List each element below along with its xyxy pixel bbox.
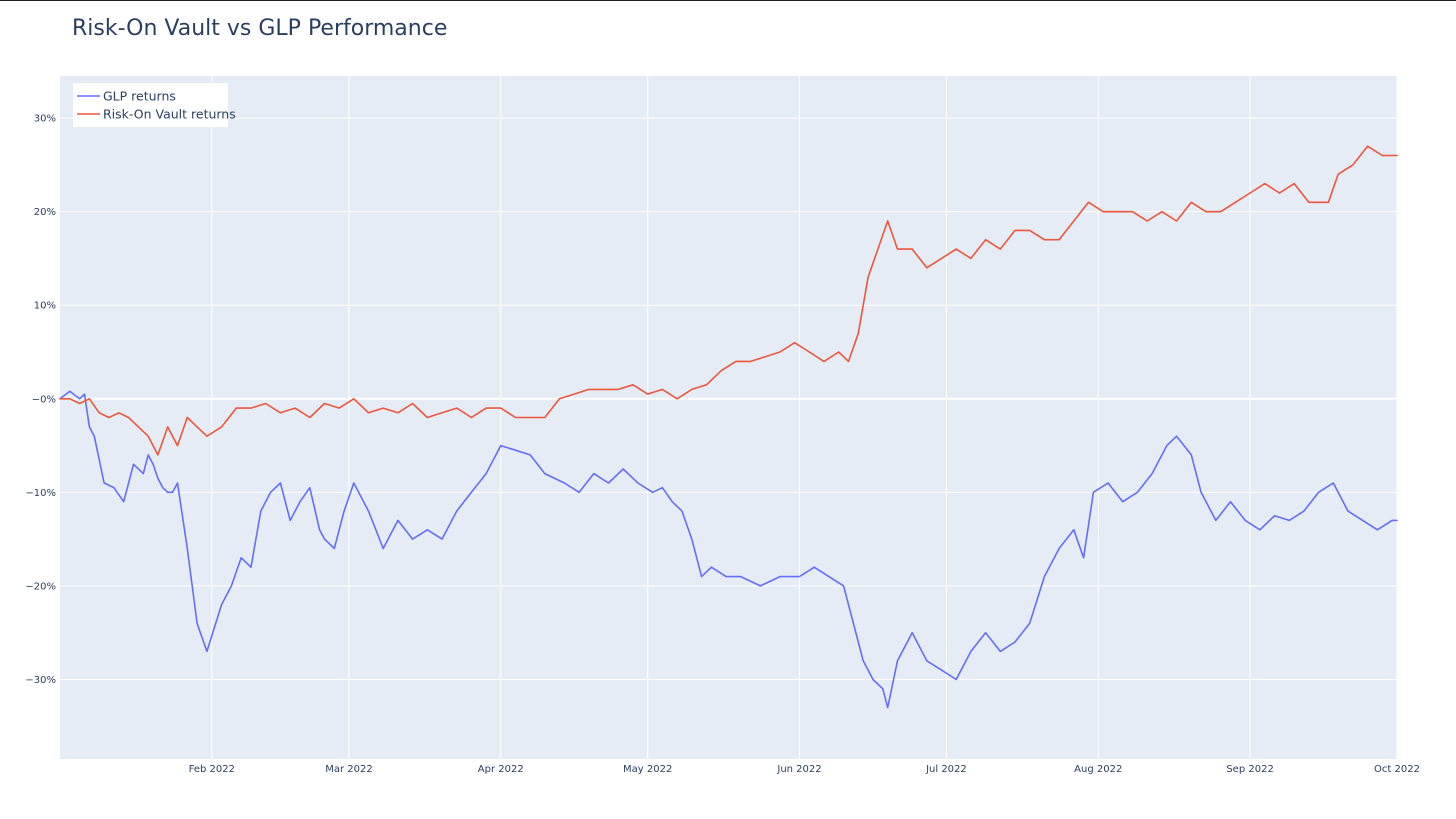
x-tick-label: Aug 2022 bbox=[1074, 764, 1122, 775]
y-tick-label: −10% bbox=[25, 488, 56, 499]
x-tick-label: Jun 2022 bbox=[776, 764, 821, 775]
y-tick-label: −20% bbox=[25, 581, 56, 592]
series-lines bbox=[59, 145, 1398, 709]
axis-ticks: −30% −20% −10% −0% 10% 20% 30% Feb 2022 Mar 2022… bbox=[25, 114, 1420, 775]
y-tick-label: −0% bbox=[32, 394, 56, 405]
x-tick-label: Oct 2022 bbox=[1374, 764, 1420, 775]
y-tick-label: 20% bbox=[34, 207, 56, 218]
plot-background bbox=[60, 76, 1397, 759]
series-line-glp bbox=[59, 390, 1398, 709]
x-tick-label: May 2022 bbox=[623, 764, 672, 775]
x-tick-label: Apr 2022 bbox=[478, 764, 524, 775]
y-tick-label: −30% bbox=[25, 675, 56, 686]
x-tick-label: Feb 2022 bbox=[189, 764, 235, 775]
x-tick-label: Mar 2022 bbox=[325, 764, 373, 775]
y-tick-label: 10% bbox=[34, 301, 56, 312]
legend-label-glp[interactable]: GLP returns bbox=[103, 89, 176, 104]
legend[interactable]: GLP returns Risk-On Vault returns bbox=[73, 83, 236, 127]
x-tick-label: Sep 2022 bbox=[1226, 764, 1273, 775]
top-border bbox=[0, 0, 1456, 1]
y-tick-label: 30% bbox=[34, 114, 56, 125]
x-tick-label: Jul 2022 bbox=[925, 764, 967, 775]
chart-title: Risk-On Vault vs GLP Performance bbox=[72, 16, 448, 41]
legend-box bbox=[73, 83, 228, 127]
series-line-risk-on-vault bbox=[59, 145, 1398, 456]
legend-label-risk-on-vault[interactable]: Risk-On Vault returns bbox=[103, 107, 236, 122]
